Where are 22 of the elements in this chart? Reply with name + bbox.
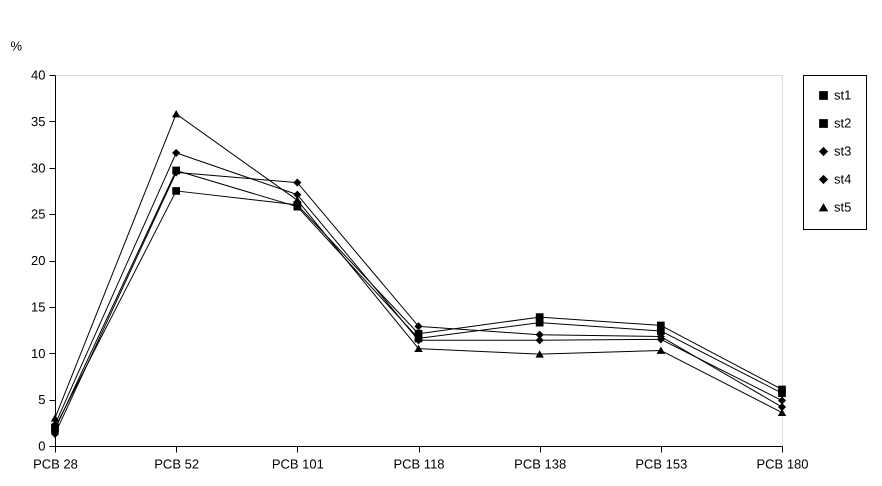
y-tick-label: 5	[38, 392, 46, 408]
legend-label: st2	[834, 116, 852, 130]
legend-label: st1	[834, 88, 852, 102]
y-tick-label: 10	[31, 346, 46, 361]
x-tick-label: PCB 52	[154, 456, 200, 472]
legend-label: st4	[834, 172, 852, 186]
x-tick-label: PCB 28	[33, 456, 78, 472]
y-tick-label: 40	[31, 68, 46, 82]
x-tick-label: PCB 153	[635, 456, 688, 472]
x-tick-label: PCB 138	[514, 456, 566, 472]
y-tick-label: 15	[31, 299, 46, 314]
y-axis-title: %	[10, 38, 22, 54]
y-tick-label: 25	[31, 206, 46, 222]
y-tick-label: 30	[31, 160, 46, 176]
y-tick-label: 20	[31, 253, 46, 268]
x-tick-label: PCB 118	[393, 456, 445, 472]
x-tick-label: PCB 101	[272, 456, 324, 472]
y-tick-label: 0	[38, 438, 46, 454]
y-tick-label: 35	[31, 114, 46, 129]
legend-label: st5	[834, 200, 852, 214]
legend-label: st3	[834, 144, 852, 158]
x-tick-label: PCB 180	[756, 456, 809, 472]
